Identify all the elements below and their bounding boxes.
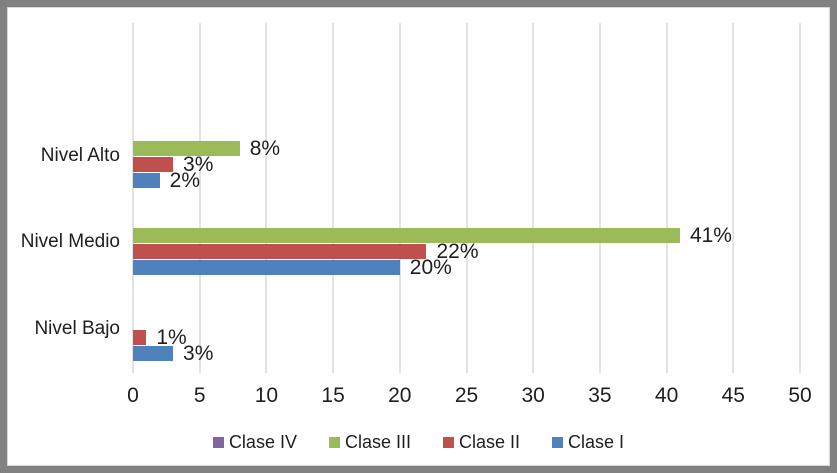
category-label-nivel-bajo: Nivel Bajo [34, 317, 120, 339]
gridline [598, 23, 601, 373]
gridline [799, 23, 801, 373]
x-axis-tick-label: 40 [654, 384, 679, 407]
x-axis-tick-label: 50 [788, 384, 812, 407]
legend-label: Clase I [568, 432, 625, 452]
bar-clase-iii-nivel-alto [133, 141, 240, 157]
legend-label: Clase IV [228, 432, 297, 452]
legend-swatch-icon [443, 436, 454, 448]
data-label-clase-i-nivel-alto: 2% [169, 169, 201, 193]
gridline [198, 23, 201, 373]
x-axis-tick-label: 20 [388, 384, 412, 407]
legend-swatch-icon [212, 436, 224, 448]
legend-item-clase-i: Clase I [552, 431, 624, 453]
x-axis-tick-label: 30 [521, 384, 545, 407]
x-axis-tick-label: 15 [321, 384, 345, 407]
bar-clase-i-nivel-alto [133, 173, 160, 189]
legend-swatch-icon [328, 436, 340, 448]
data-label-clase-i-nivel-medio: 20% [409, 255, 452, 279]
gridline [665, 23, 668, 373]
gridline [132, 23, 134, 373]
gridline [732, 23, 735, 373]
gridline [398, 23, 401, 373]
gridline [532, 23, 535, 373]
data-label-clase-ii-nivel-medio: 22% [436, 239, 479, 263]
data-label-clase-ii-nivel-bajo: 1% [156, 326, 187, 350]
plot-area: 8% 3% 2% 41% 22% 20% 1% 3% [132, 23, 801, 373]
data-label-clase-iii-nivel-alto: 8% [249, 137, 281, 161]
data-label-clase-i-nivel-bajo: 3% [183, 342, 214, 366]
bar-clase-i-nivel-bajo [133, 346, 174, 362]
category-label-nivel-medio: Nivel Medio [20, 231, 120, 253]
legend-swatch-icon [552, 436, 564, 448]
bar-clase-ii-nivel-medio [133, 243, 427, 259]
bar-clase-iii-nivel-medio [133, 227, 680, 243]
gridline [465, 23, 468, 373]
chart-legend: Clase IV Clase III Clase II Clase I [0, 431, 837, 453]
legend-label: Clase II [459, 432, 521, 452]
x-axis-tick-label: 5 [193, 384, 206, 407]
bar-clase-ii-nivel-bajo [133, 330, 147, 346]
gridline [265, 23, 268, 373]
bar-clase-i-nivel-medio [133, 259, 400, 275]
legend-label: Clase III [344, 432, 411, 452]
x-axis-tick-label: 45 [721, 384, 745, 407]
x-axis-tick-label: 10 [254, 384, 279, 407]
bar-clase-ii-nivel-alto [133, 157, 174, 173]
category-label-nivel-alto: Nivel Alto [40, 144, 120, 166]
data-label-clase-iii-nivel-medio: 41% [689, 223, 732, 247]
legend-item-clase-ii: Clase II [443, 431, 520, 453]
legend-item-clase-iii: Clase III [328, 431, 411, 453]
x-axis-tick-label: 25 [454, 384, 479, 407]
legend-item-clase-iv: Clase IV [212, 431, 297, 453]
x-axis-tick-label: 35 [588, 384, 612, 407]
x-axis-tick-label: 0 [127, 384, 139, 407]
gridline [332, 23, 335, 373]
data-label-clase-ii-nivel-alto: 3% [183, 153, 214, 177]
